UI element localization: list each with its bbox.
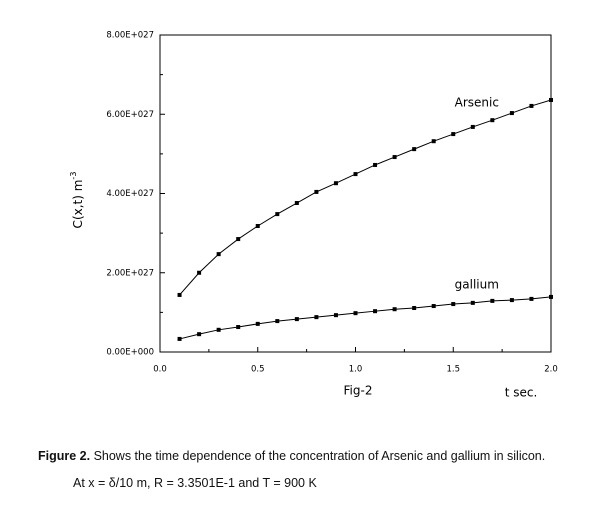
plot-frame bbox=[159, 34, 552, 353]
data-point bbox=[451, 132, 456, 137]
x-tick-label: 0.0 bbox=[153, 365, 167, 375]
series-line bbox=[179, 99, 552, 296]
caption-label: Figure 2. bbox=[38, 449, 91, 463]
y-tick-label: 8.00E+027 bbox=[106, 31, 154, 41]
data-point bbox=[451, 302, 456, 307]
x-tick-label: 2.0 bbox=[544, 365, 558, 375]
data-point bbox=[333, 181, 338, 186]
data-point bbox=[197, 332, 202, 337]
data-point bbox=[314, 315, 319, 320]
data-point bbox=[353, 172, 358, 177]
y-axis-label-text: C(x,t) m bbox=[71, 180, 85, 229]
data-point bbox=[275, 319, 280, 324]
data-point bbox=[529, 103, 534, 108]
data-point bbox=[509, 298, 514, 303]
x-axis-label: t sec. bbox=[505, 386, 538, 400]
data-point bbox=[490, 298, 495, 303]
data-point bbox=[197, 270, 202, 275]
x-tick-label: 1.5 bbox=[446, 365, 460, 375]
caption-text: Shows the time dependence of the concent… bbox=[90, 449, 546, 463]
data-point bbox=[177, 292, 182, 297]
series-label: Arsenic bbox=[455, 95, 499, 109]
y-tick-label: 6.00E+027 bbox=[106, 110, 154, 120]
data-point bbox=[509, 111, 514, 116]
data-point bbox=[275, 212, 280, 217]
data-point bbox=[373, 162, 378, 167]
data-point bbox=[177, 336, 182, 341]
caption-line2: At x = δ/10 m, R = 3.3501E-1 and T = 900… bbox=[73, 476, 317, 490]
series-label: gallium bbox=[455, 277, 499, 291]
data-point bbox=[412, 147, 417, 152]
data-point bbox=[470, 124, 475, 129]
y-tick-label: 0.00E+000 bbox=[106, 348, 154, 358]
data-point bbox=[412, 306, 417, 311]
data-point bbox=[549, 294, 553, 299]
data-point bbox=[216, 327, 221, 332]
data-point bbox=[255, 223, 260, 228]
chart: C(x,t) m-3 Fig-2 t sec. 0.00E+000 2.00E+0… bbox=[69, 31, 558, 400]
data-point bbox=[294, 317, 299, 322]
series-line bbox=[179, 296, 552, 340]
data-point bbox=[529, 296, 534, 301]
data-point bbox=[333, 313, 338, 318]
data-point bbox=[373, 309, 378, 314]
data-point bbox=[236, 325, 241, 330]
y-axis-label: C(x,t) m-3 bbox=[69, 172, 85, 229]
data-point bbox=[392, 307, 397, 312]
y-axis-label-sup: -3 bbox=[69, 172, 78, 180]
data-point bbox=[490, 118, 495, 123]
data-point bbox=[255, 321, 260, 326]
y-tick-label: 2.00E+027 bbox=[106, 268, 154, 278]
data-point bbox=[353, 311, 358, 316]
data-point bbox=[549, 97, 553, 102]
data-point bbox=[314, 189, 319, 194]
data-point bbox=[236, 237, 241, 242]
caption: Figure 2. Shows the time dependence of t… bbox=[38, 449, 545, 463]
data-point bbox=[431, 304, 436, 309]
data-point bbox=[294, 201, 299, 206]
data-point bbox=[216, 252, 221, 257]
y-tick-label: 4.00E+027 bbox=[106, 189, 154, 199]
data-point bbox=[470, 300, 475, 305]
data-point bbox=[431, 139, 436, 144]
x-tick-label: 0.5 bbox=[251, 365, 265, 375]
annotation: Fig-2 bbox=[344, 384, 373, 398]
data-point bbox=[392, 155, 397, 160]
x-tick-label: 1.0 bbox=[349, 365, 363, 375]
